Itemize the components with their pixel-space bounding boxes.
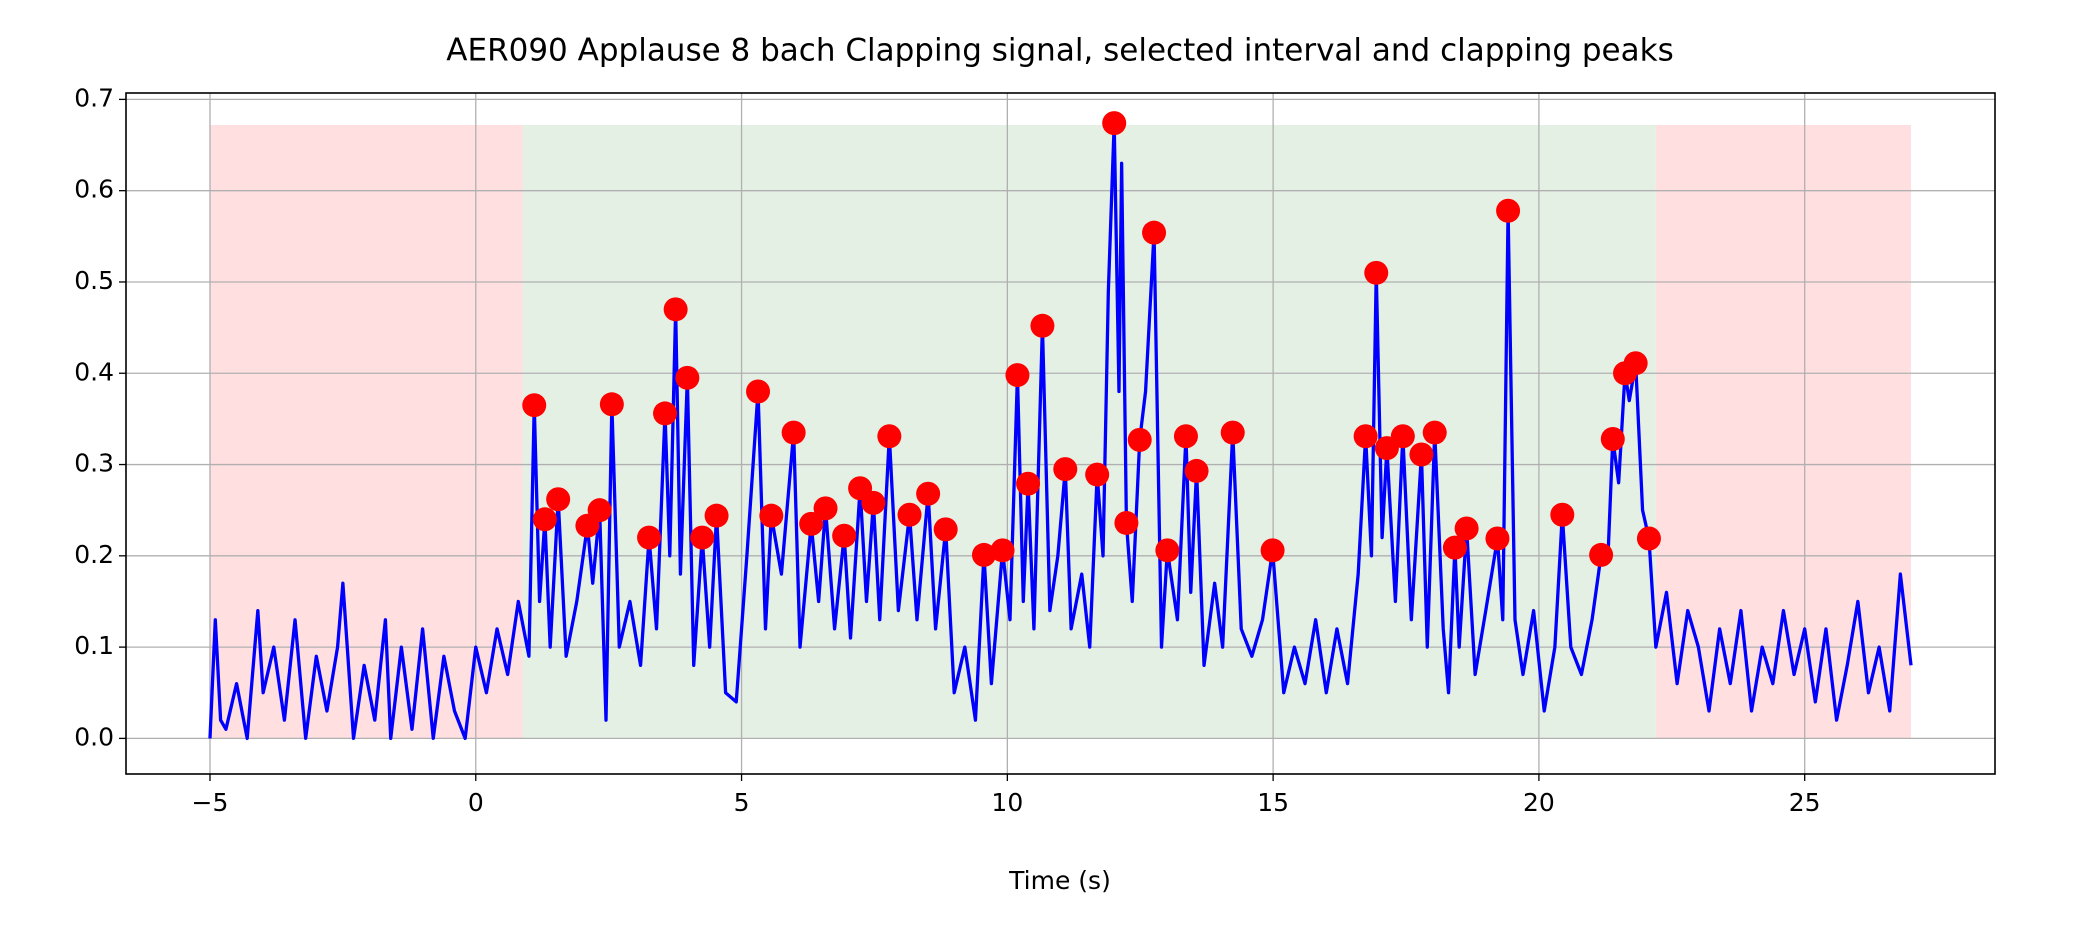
peak-marker: [653, 401, 678, 426]
peak-marker: [1030, 313, 1055, 338]
peak-marker: [1127, 427, 1152, 452]
peak-marker: [1623, 351, 1648, 376]
peak-marker: [1442, 535, 1467, 560]
y-tick-label: 0.6: [74, 175, 114, 204]
x-axis-label: Time (s): [1008, 866, 1111, 895]
peak-marker: [1390, 424, 1415, 449]
peak-marker: [1016, 471, 1041, 496]
y-tick-label: 0.3: [74, 449, 114, 478]
x-tick-label: 25: [1789, 788, 1821, 817]
peak-marker: [1142, 220, 1167, 245]
peak-marker: [861, 490, 886, 515]
peak-marker: [1260, 538, 1285, 563]
peak-marker: [781, 420, 806, 445]
peak-marker: [1485, 526, 1510, 551]
shaded-region: [1655, 124, 1912, 739]
peak-marker: [546, 487, 571, 512]
x-tick-label: 5: [734, 788, 750, 817]
y-tick-label: 0.0: [74, 722, 114, 751]
peak-marker: [704, 503, 729, 528]
peak-marker: [746, 379, 771, 404]
y-tick-label: 0.4: [74, 357, 114, 386]
peak-marker: [599, 392, 624, 417]
peak-marker: [1550, 502, 1575, 527]
peak-marker: [799, 511, 824, 536]
peak-marker: [1184, 458, 1209, 483]
peak-marker: [1600, 426, 1625, 451]
peak-marker: [1454, 516, 1479, 541]
peak-marker: [1220, 420, 1245, 445]
peak-marker: [897, 502, 922, 527]
x-tick-label: 20: [1523, 788, 1555, 817]
peak-marker: [759, 503, 784, 528]
peak-marker: [1155, 538, 1180, 563]
peak-marker: [933, 517, 958, 542]
peak-marker: [1085, 462, 1110, 487]
chart-title: AER090 Applause 8 bach Clapping signal, …: [446, 33, 1673, 69]
peak-marker: [916, 481, 941, 506]
peak-marker: [663, 297, 688, 322]
peak-marker: [1636, 526, 1661, 551]
peak-marker: [1102, 111, 1127, 136]
x-tick-label: 15: [1257, 788, 1289, 817]
peak-marker: [832, 523, 857, 548]
peak-marker: [1422, 420, 1447, 445]
peak-marker: [1353, 424, 1378, 449]
peak-marker: [1005, 363, 1030, 388]
peak-marker: [877, 424, 902, 449]
peak-marker: [532, 507, 557, 532]
x-tick-label: −5: [192, 788, 229, 817]
y-tick-label: 0.1: [74, 631, 114, 660]
axes-frame: [125, 92, 1996, 775]
y-tick-label: 0.7: [74, 83, 114, 112]
peak-marker: [587, 498, 612, 523]
x-tick-label: 10: [991, 788, 1023, 817]
peak-marker: [1589, 542, 1614, 567]
peak-marker: [690, 525, 715, 550]
peak-marker: [637, 525, 662, 550]
plot-area: [126, 93, 1995, 774]
peak-marker: [990, 538, 1015, 563]
peak-marker: [1173, 424, 1198, 449]
peak-marker: [1053, 457, 1078, 482]
peak-marker: [1496, 198, 1521, 223]
x-tick-label: 0: [468, 788, 484, 817]
peak-marker: [971, 542, 996, 567]
y-tick-label: 0.5: [74, 266, 114, 295]
peak-marker: [522, 393, 547, 418]
peak-marker: [1114, 510, 1139, 535]
shaded-region: [209, 124, 523, 739]
y-tick-label: 0.2: [74, 540, 114, 569]
peak-marker: [675, 365, 700, 390]
peak-marker: [813, 496, 838, 521]
peak-marker: [1409, 442, 1434, 467]
peak-marker: [1364, 260, 1389, 285]
